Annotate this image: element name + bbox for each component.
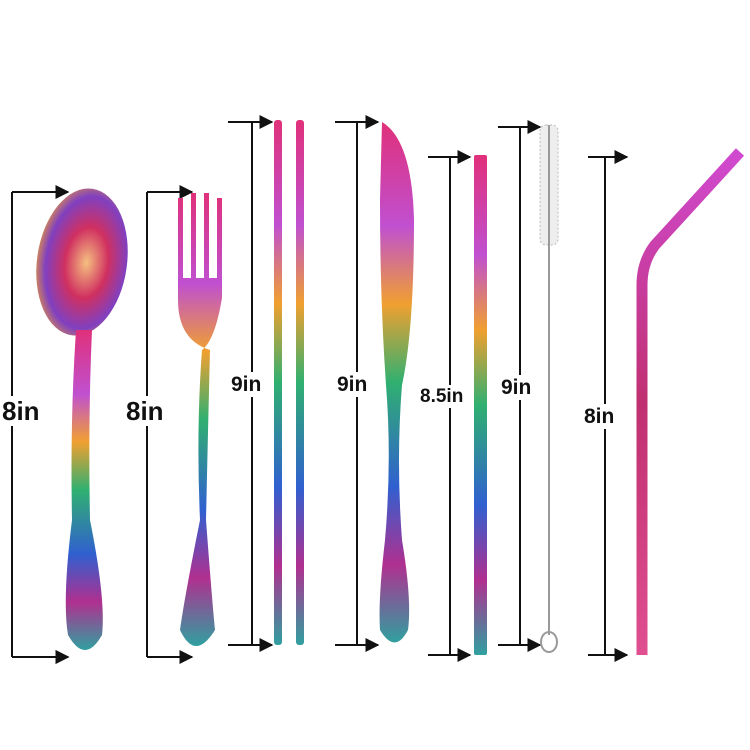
bent-straw-length-label: 8in [584,404,615,429]
cleaning-brush [539,124,559,653]
spoon [36,188,128,650]
chopstick-right [296,120,304,645]
fork [178,193,222,646]
knife-length-label: 9in [337,372,368,397]
spoon-length-label: 8in [2,396,40,426]
chopstick-left [274,120,282,645]
knife [379,122,414,643]
bent-straw [636,148,745,655]
straw-length-label: 8.5in [420,385,464,408]
chopsticks-length-label: 9in [231,372,262,397]
fork-length-label: 8in [126,396,164,426]
brush-length-label: 9in [501,375,532,400]
straight-straw [474,155,487,655]
